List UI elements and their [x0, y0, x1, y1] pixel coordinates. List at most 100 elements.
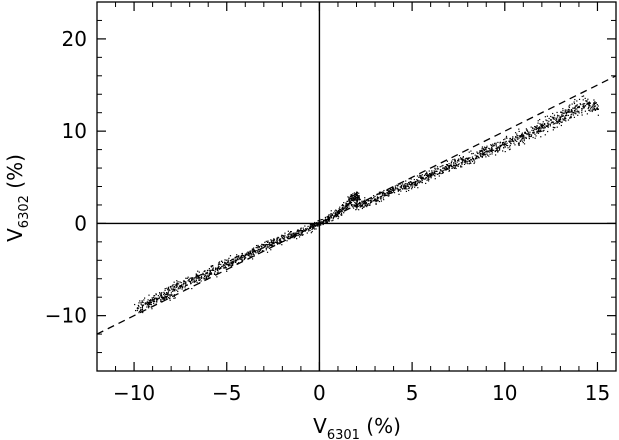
data-point [283, 238, 285, 241]
data-point [340, 213, 343, 215]
data-point [573, 101, 575, 103]
data-point [528, 134, 530, 136]
data-point [540, 129, 542, 131]
data-point [373, 198, 377, 201]
data-point [403, 185, 406, 187]
data-point [386, 189, 389, 191]
data-point [468, 151, 470, 153]
data-point [364, 197, 366, 199]
data-point [187, 280, 189, 282]
data-point [331, 214, 333, 216]
data-point [463, 161, 466, 163]
data-point [178, 287, 180, 289]
data-point [388, 195, 390, 197]
data-point [488, 147, 490, 150]
data-point [537, 127, 539, 129]
data-point [171, 285, 173, 287]
data-point [157, 295, 159, 297]
data-point [476, 155, 478, 157]
data-point [191, 278, 193, 280]
data-point [207, 276, 209, 278]
data-point [362, 201, 364, 203]
data-point [493, 149, 495, 151]
data-point [358, 209, 360, 211]
data-point [455, 162, 457, 165]
data-point [142, 310, 144, 312]
data-point [279, 241, 281, 243]
data-point [191, 278, 193, 280]
data-point [355, 204, 357, 206]
data-point [485, 150, 488, 153]
data-point [332, 217, 334, 220]
data-point [390, 191, 392, 193]
data-point [225, 259, 227, 261]
data-point [423, 178, 425, 180]
data-point [373, 200, 375, 202]
data-point [556, 122, 558, 124]
data-point [543, 127, 545, 129]
data-point [227, 264, 229, 266]
data-point [303, 228, 305, 231]
data-point [247, 251, 249, 253]
data-point [511, 140, 514, 142]
data-point [531, 129, 533, 131]
data-point [155, 303, 157, 305]
data-point [202, 273, 204, 275]
data-point [376, 197, 378, 199]
data-point [553, 118, 556, 120]
data-point [576, 110, 579, 112]
data-point [369, 203, 371, 205]
data-point [482, 148, 485, 150]
data-point [361, 200, 363, 202]
data-point [282, 235, 284, 237]
data-point [137, 304, 139, 307]
data-point [214, 270, 216, 273]
data-point [546, 125, 548, 127]
data-point [437, 173, 439, 175]
data-point [315, 222, 317, 224]
data-point [334, 212, 337, 214]
data-point [261, 247, 263, 250]
data-point [141, 308, 144, 310]
data-point [412, 181, 415, 184]
data-point [160, 293, 162, 295]
data-point [589, 108, 592, 110]
data-point [252, 248, 255, 251]
data-point [421, 174, 423, 176]
data-point [219, 267, 221, 270]
data-point [445, 167, 447, 169]
data-point [185, 281, 187, 283]
data-point [432, 172, 434, 174]
data-point [451, 167, 453, 169]
data-point [570, 114, 572, 116]
data-point [431, 173, 433, 175]
data-point [273, 243, 275, 245]
data-point [354, 201, 356, 203]
data-point [521, 132, 524, 134]
data-point [267, 246, 269, 249]
data-point [435, 173, 437, 175]
data-point [232, 262, 234, 264]
data-point [230, 265, 232, 267]
data-point [292, 234, 294, 236]
data-point [299, 234, 301, 236]
data-point [474, 161, 476, 163]
data-point [289, 234, 291, 236]
data-point [396, 184, 398, 186]
data-point [536, 125, 538, 127]
data-point [462, 156, 464, 158]
data-point [341, 208, 343, 210]
data-point [479, 153, 481, 156]
data-point [333, 212, 335, 214]
data-point [361, 202, 363, 204]
data-point [265, 240, 267, 242]
data-point [147, 299, 149, 301]
data-point [141, 301, 143, 303]
data-point [556, 114, 559, 116]
data-point [476, 151, 478, 153]
data-point [408, 187, 411, 189]
data-point [267, 246, 269, 248]
data-point [586, 100, 588, 103]
data-point [430, 175, 432, 177]
x-tick-label: −5 [212, 381, 241, 405]
